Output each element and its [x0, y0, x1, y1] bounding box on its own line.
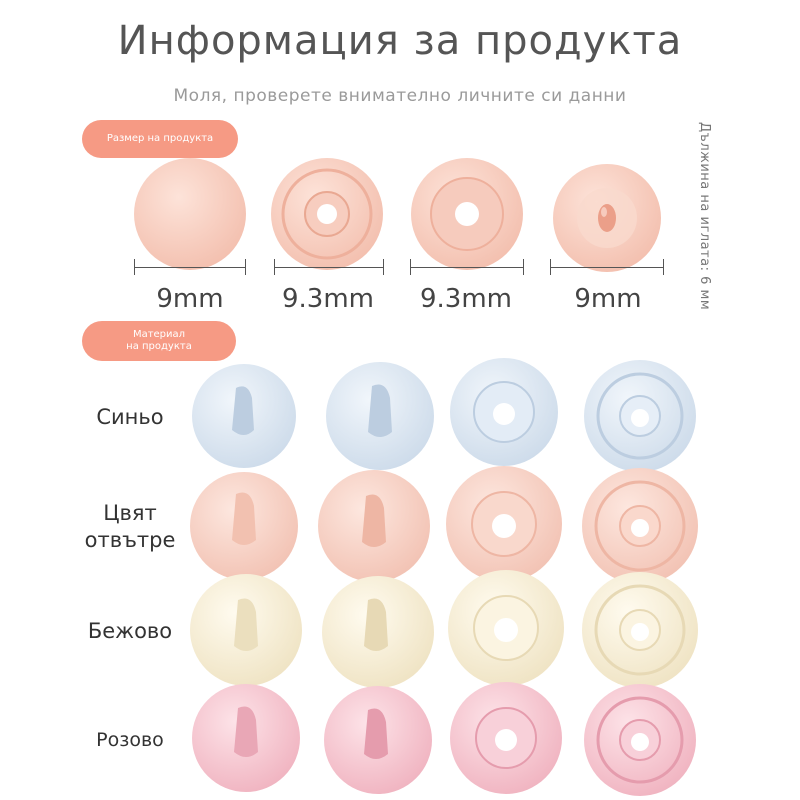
pink-row — [192, 682, 696, 796]
beige-row — [190, 570, 698, 688]
size-bracket-2 — [274, 259, 384, 275]
size-label-1: 9mm — [156, 284, 224, 314]
page-subtitle: Моля, проверете внимателно личните си да… — [173, 86, 627, 106]
material-badge-line1: Материал — [132, 328, 186, 340]
page-title: Информация за продукта — [117, 18, 683, 64]
row-label-beige: Бежово — [87, 619, 173, 643]
row-label-inner-line1: Цвят — [103, 501, 157, 525]
material-badge-line2: на продукта — [126, 341, 192, 352]
size-label-2: 9.3mm — [281, 284, 374, 314]
size-piece-cap — [134, 158, 246, 270]
row-label-inner-color: Цвят отвътре — [70, 500, 190, 555]
peach-row — [190, 466, 698, 584]
size-bracket-4 — [550, 259, 664, 275]
size-bracket-1 — [134, 259, 246, 275]
size-label-3: 9.3mm — [419, 284, 512, 314]
size-section-badge: Размер на продукта — [82, 120, 238, 158]
size-piece-stud — [411, 158, 523, 270]
size-bracket-3 — [410, 259, 524, 275]
row-label-blue: Синьо — [96, 405, 164, 429]
blue-row — [192, 358, 696, 472]
row-label-inner-line2: отвътре — [84, 528, 176, 553]
needle-length-note: Дължина на иглата: 6 мм — [697, 122, 712, 311]
size-piece-prong — [553, 164, 661, 272]
size-piece-socket — [271, 158, 383, 270]
row-label-pink: Розово — [96, 729, 164, 751]
size-label-4: 9mm — [574, 284, 642, 314]
material-section-badge: Материал на продукта — [82, 321, 236, 361]
